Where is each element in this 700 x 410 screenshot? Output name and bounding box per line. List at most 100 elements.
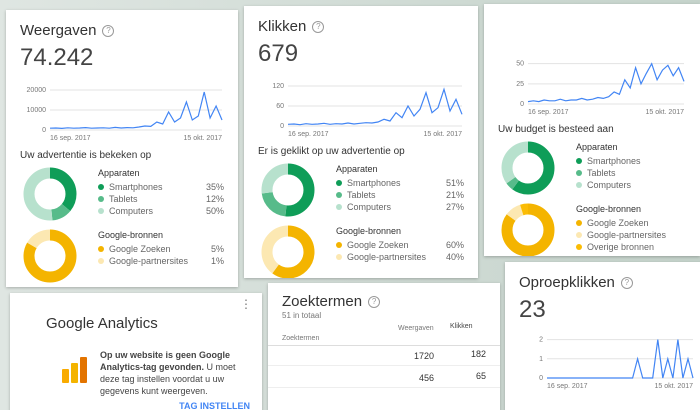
- card-subtitle: Uw budget is besteed aan: [498, 124, 614, 135]
- y-tick-label: 0: [280, 123, 284, 130]
- donut-segment: [501, 141, 555, 195]
- legend-label: Computers: [109, 206, 154, 216]
- x-label: 16 sep. 2017: [50, 135, 91, 142]
- legend-dot: [576, 232, 582, 238]
- analytics-card: Google Analytics ⋮ Op uw website is geen G…: [10, 293, 262, 410]
- menu-icon[interactable]: ⋮: [240, 297, 252, 311]
- legend-dot: [98, 258, 104, 264]
- legend-item: Google-partnersites: [98, 256, 188, 266]
- legend-dot: [98, 246, 104, 252]
- donut-chart: [501, 203, 555, 256]
- sparkline: 0 60 120 16 sep. 2017 15 okt. 2017: [272, 83, 463, 138]
- legend-item: Smartphones: [98, 182, 163, 192]
- card-total: 74.242: [20, 44, 94, 71]
- sparkline: 0 25 50 16 sep. 2017 15 okt. 2017: [516, 61, 685, 116]
- legend-label: Tablets: [347, 190, 376, 200]
- legend-label: Smartphones: [347, 178, 401, 188]
- group-title: Apparaten: [576, 142, 618, 152]
- card-title: Weergaven?: [20, 22, 115, 39]
- cell-clicks: 182: [470, 349, 486, 359]
- legend-label: Smartphones: [109, 182, 163, 192]
- help-icon[interactable]: ?: [620, 277, 633, 289]
- donut-chart: [261, 163, 315, 217]
- legend-value: 60%: [445, 240, 464, 250]
- legend-item: Computers: [98, 206, 153, 216]
- title-text: Klikken: [258, 18, 307, 35]
- message-bold: Op uw website is geen Google Analytics-t…: [100, 350, 231, 372]
- card-title: Zoektermen?: [282, 293, 381, 310]
- legend-label: Smartphones: [587, 156, 641, 166]
- sparkline: 0 10000 20000 16 sep. 2017 15 okt. 2017: [27, 87, 223, 142]
- legend-value: 21%: [445, 190, 464, 200]
- title-text: Weergaven: [20, 22, 97, 39]
- help-icon[interactable]: ?: [312, 21, 325, 33]
- legend-label: Google-partnersites: [347, 252, 427, 262]
- legend-item: Smartphones: [336, 178, 401, 188]
- action-link[interactable]: TAG INSTELLEN: [179, 401, 250, 410]
- metric-card: 0 25 50 16 sep. 2017 15 okt. 2017 Uw budget i…: [484, 4, 700, 256]
- legend-label: Google Zoeken: [109, 244, 171, 254]
- legend-item: Tablets: [336, 190, 376, 200]
- y-tick-label: 0: [42, 127, 46, 134]
- title-text: Zoektermen: [282, 293, 363, 310]
- sparkline-line: [49, 91, 223, 130]
- legend-item: Google-partnersites: [336, 252, 426, 262]
- card-title: Klikken?: [258, 18, 325, 35]
- card-title: Oproepklikken?: [519, 274, 633, 291]
- legend-item: Tablets: [576, 168, 616, 178]
- help-icon[interactable]: ?: [368, 296, 381, 308]
- card-subtitle: Er is geklikt op uw advertentie op: [258, 146, 405, 157]
- legend-dot: [576, 158, 582, 164]
- legend-dot: [336, 242, 342, 248]
- sparkline: 0 1 2 16 sep. 2017 15 okt. 2017: [539, 337, 694, 390]
- legend-label: Google-partnersites: [109, 256, 189, 266]
- donut-segment: [261, 225, 315, 278]
- legend-dot: [576, 220, 582, 226]
- legend-label: Tablets: [109, 194, 138, 204]
- y-tick-label: 2: [539, 337, 543, 344]
- legend-label: Overige bronnen: [587, 242, 655, 252]
- legend-value: 35%: [205, 182, 224, 192]
- card-subtitle: 51 in totaal: [282, 311, 322, 320]
- legend-label: Computers: [347, 202, 392, 212]
- sparkline-line: [287, 87, 463, 126]
- group-title: Apparaten: [98, 168, 140, 178]
- y-tick-label: 1: [539, 356, 543, 363]
- card-total: 23: [519, 296, 546, 323]
- column-header: Weergaven: [398, 325, 434, 332]
- x-label: 15 okt. 2017: [654, 383, 693, 390]
- sparkline-line: [527, 62, 685, 103]
- y-tick-label: 0: [520, 101, 524, 108]
- icon-bar: [80, 357, 87, 383]
- donut-segment: [501, 203, 555, 256]
- legend-value: 40%: [445, 252, 464, 262]
- table-rule: [268, 365, 500, 366]
- cell-views: 1720: [413, 351, 434, 361]
- legend-value: 1%: [210, 256, 224, 266]
- column-header: Klikken: [450, 323, 473, 330]
- donut-segment: [23, 229, 77, 283]
- sparkline-line: [547, 339, 694, 379]
- legend-item: Tablets: [98, 194, 138, 204]
- analytics-icon: [62, 355, 88, 385]
- cell-views: 456: [418, 373, 434, 383]
- cell-clicks: 65: [475, 371, 486, 381]
- legend-label: Computers: [587, 180, 632, 190]
- y-tick-label: 25: [516, 81, 524, 88]
- legend-dot: [98, 184, 104, 190]
- help-icon[interactable]: ?: [102, 25, 115, 37]
- y-tick-label: 60: [276, 103, 284, 110]
- legend-dot: [336, 192, 342, 198]
- y-tick-label: 20000: [27, 87, 47, 94]
- legend-dot: [576, 170, 582, 176]
- legend-label: Tablets: [587, 168, 616, 178]
- legend-item: Google-partnersites: [576, 230, 666, 240]
- x-label: 16 sep. 2017: [547, 383, 588, 390]
- legend-item: Computers: [576, 180, 631, 190]
- icon-bar: [62, 369, 69, 383]
- legend-dot: [576, 244, 582, 250]
- legend-item: Computers: [336, 202, 391, 212]
- card-total: 679: [258, 40, 299, 67]
- legend-item: Google Zoeken: [98, 244, 171, 254]
- y-tick-label: 0: [539, 375, 543, 382]
